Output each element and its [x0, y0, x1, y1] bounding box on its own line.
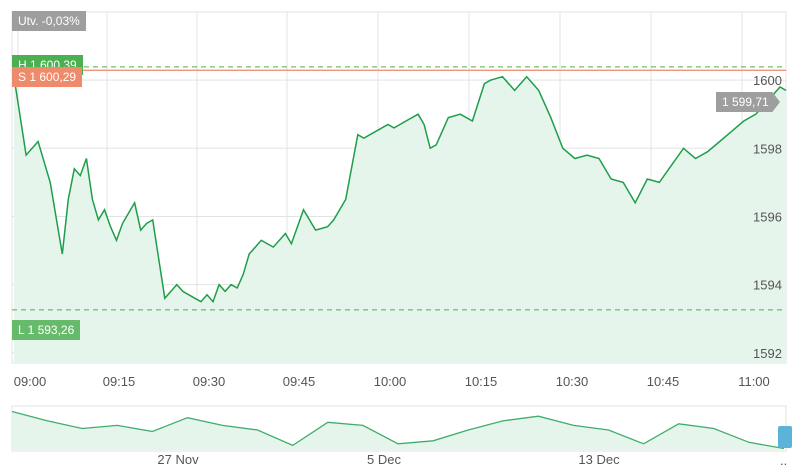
- y-axis-labels: 1600 1598 1596 1594 1592: [753, 73, 782, 361]
- navigator-scroll-handle[interactable]: [778, 426, 792, 448]
- y-tick-label: 1598: [753, 141, 782, 156]
- x-tick-label: 09:15: [103, 374, 136, 389]
- y-tick-label: 1600: [753, 73, 782, 88]
- x-tick-label: 10:30: [556, 374, 589, 389]
- navigator-ellipsis: ..: [780, 453, 787, 468]
- x-tick-label: 11:00: [738, 374, 770, 389]
- y-tick-label: 1592: [753, 346, 782, 361]
- current-price-tag: 1 599,71: [716, 92, 780, 112]
- navigator-date-label: 27 Nov: [157, 452, 199, 467]
- price-line: [13, 75, 787, 304]
- start-label-tag: S 1 600,29: [12, 67, 83, 87]
- x-tick-label: 09:00: [14, 374, 47, 389]
- x-tick-label: 09:30: [193, 374, 226, 389]
- navigator-date-label: 13 Dec: [578, 452, 620, 467]
- y-tick-label: 1594: [753, 278, 782, 293]
- x-tick-label: 10:00: [374, 374, 407, 389]
- price-chart: 1600 1598 1596 1594 1592 09:00 09:15 09:30 09:4…: [11, 11, 787, 389]
- x-tick-label: 09:45: [283, 374, 316, 389]
- x-tick-label: 10:15: [465, 374, 498, 389]
- navigator-date-labels: 27 Nov 5 Dec 13 Dec: [157, 452, 620, 467]
- x-tick-label: 10:45: [647, 374, 680, 389]
- navigator-chart[interactable]: 27 Nov 5 Dec 13 Dec ..: [0, 400, 800, 468]
- x-axis-labels: 09:00 09:15 09:30 09:45 10:00 10:15 10:30 10:45…: [14, 374, 770, 389]
- low-label-tag: L 1 593,26: [12, 320, 81, 340]
- y-tick-label: 1596: [753, 209, 782, 224]
- navigator-line: [11, 410, 785, 450]
- price-area-fill: [14, 76, 786, 363]
- navigator-area-fill: [12, 411, 784, 450]
- change-badge: Utv. -0,03%: [12, 11, 86, 31]
- navigator-date-label: 5 Dec: [367, 452, 401, 467]
